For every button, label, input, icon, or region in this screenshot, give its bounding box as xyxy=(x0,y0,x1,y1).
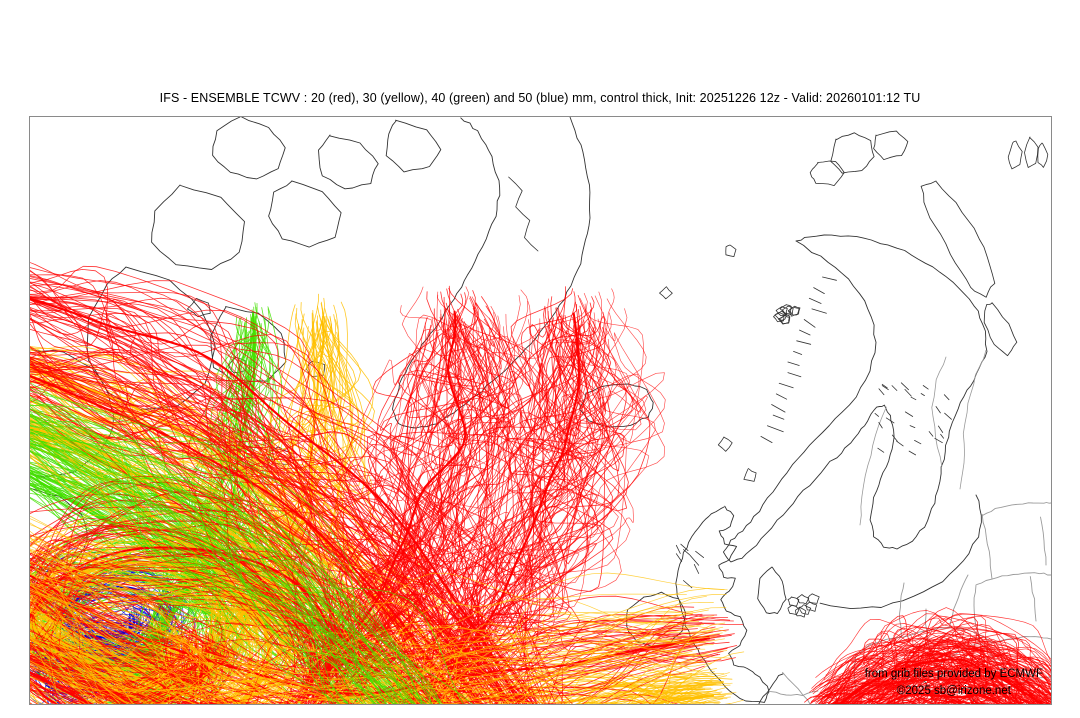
page-title: IFS - ENSEMBLE TCWV : 20 (red), 30 (yell… xyxy=(159,91,921,105)
map-plot-area: from grib files provided by ECMWF ©2025 … xyxy=(29,116,1052,705)
ensemble-contour-layer xyxy=(30,262,1051,704)
